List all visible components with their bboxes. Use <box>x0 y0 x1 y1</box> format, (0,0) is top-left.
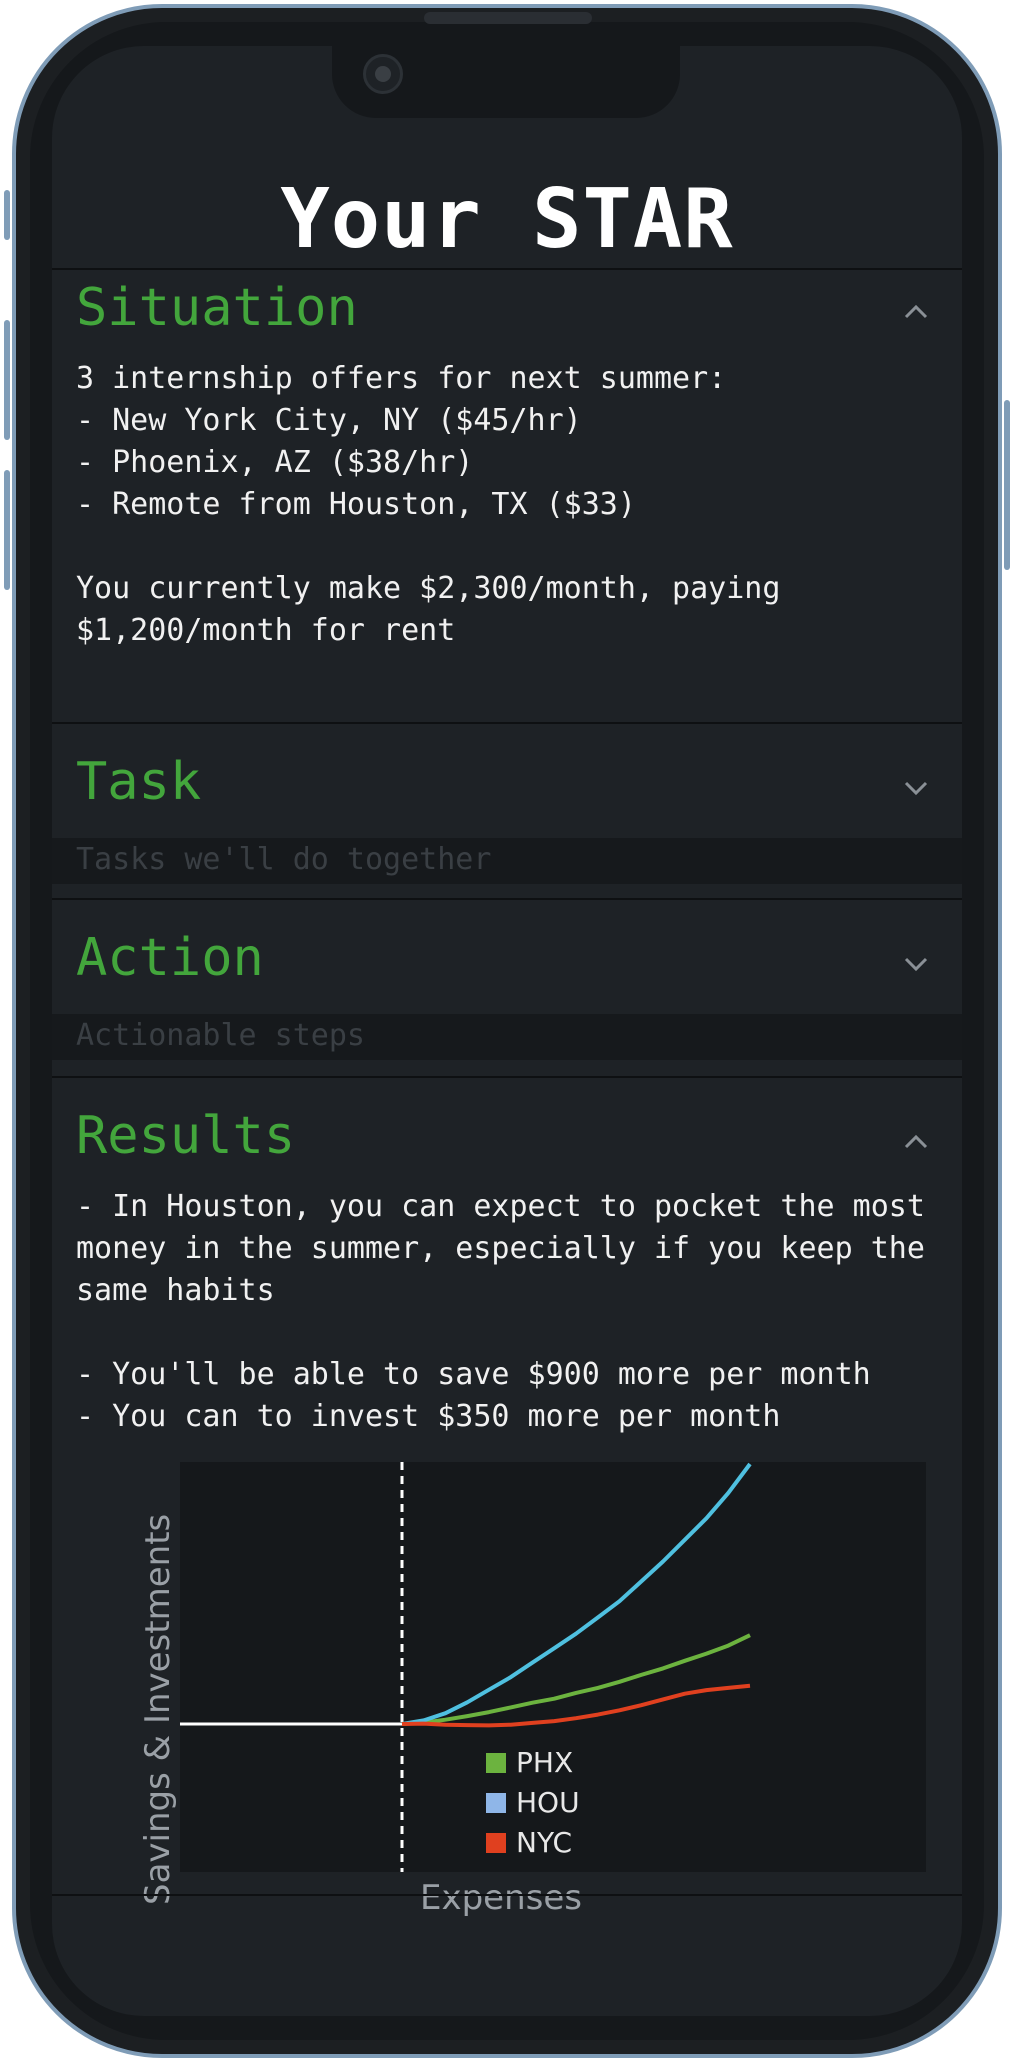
speaker-grille <box>424 12 592 24</box>
side-button-power <box>1004 400 1010 570</box>
legend-label-hou: HOU <box>516 1786 580 1819</box>
series-line-hou <box>401 1462 752 1726</box>
action-section: Action Actionable steps <box>52 898 962 1078</box>
situation-text: 3 internship offers for next summer: - N… <box>76 361 781 648</box>
camera-icon <box>363 54 403 94</box>
results-heading[interactable]: Results <box>76 1106 296 1166</box>
legend-item-phx: PHX <box>486 1746 573 1779</box>
task-section: Task Tasks we'll do together <box>52 722 962 900</box>
chart-plot-area <box>180 1462 926 1872</box>
action-placeholder: Actionable steps <box>76 1018 365 1053</box>
legend-swatch-nyc <box>486 1832 506 1853</box>
chevron-down-icon[interactable] <box>902 950 930 978</box>
side-button-mute <box>4 190 10 240</box>
page-title: Your STAR <box>280 172 734 267</box>
legend-swatch-phx <box>486 1752 506 1773</box>
legend-label-nyc: NYC <box>516 1826 573 1859</box>
chevron-down-icon[interactable] <box>902 774 930 802</box>
chevron-up-icon[interactable] <box>902 298 930 326</box>
chart-x-axis-label: Expenses <box>420 1878 582 1918</box>
savings-chart: Savings & Investments Expenses PHX HOU NYC <box>52 1462 962 1918</box>
legend-item-hou: HOU <box>486 1786 580 1819</box>
legend-item-nyc: NYC <box>486 1826 572 1859</box>
series-line-phx <box>401 1633 751 1726</box>
side-button-volume-up <box>4 320 10 440</box>
legend-label-phx: PHX <box>516 1746 574 1779</box>
bottom-divider <box>52 1894 962 1896</box>
task-placeholder: Tasks we'll do together <box>76 842 492 877</box>
chevron-up-icon[interactable] <box>902 1128 930 1156</box>
situation-heading[interactable]: Situation <box>76 278 358 338</box>
side-button-volume-down <box>4 470 10 590</box>
legend-swatch-hou <box>486 1792 506 1813</box>
action-input[interactable]: Actionable steps <box>52 1014 962 1060</box>
situation-section: Situation 3 internship offers for next s… <box>52 268 962 724</box>
series-line-nyc <box>401 1683 751 1728</box>
action-heading[interactable]: Action <box>76 928 264 988</box>
task-input[interactable]: Tasks we'll do together <box>52 838 962 884</box>
chart-y-axis-label: Savings & Investments <box>138 1513 178 1905</box>
app-screen: Your STAR Situation 3 internship offers … <box>52 46 962 2016</box>
results-text: - In Houston, you can expect to pocket t… <box>76 1189 925 1434</box>
chart-svg <box>180 1462 752 1872</box>
task-heading[interactable]: Task <box>76 752 202 812</box>
results-section: Results - In Houston, you can expect to … <box>52 1076 962 1918</box>
